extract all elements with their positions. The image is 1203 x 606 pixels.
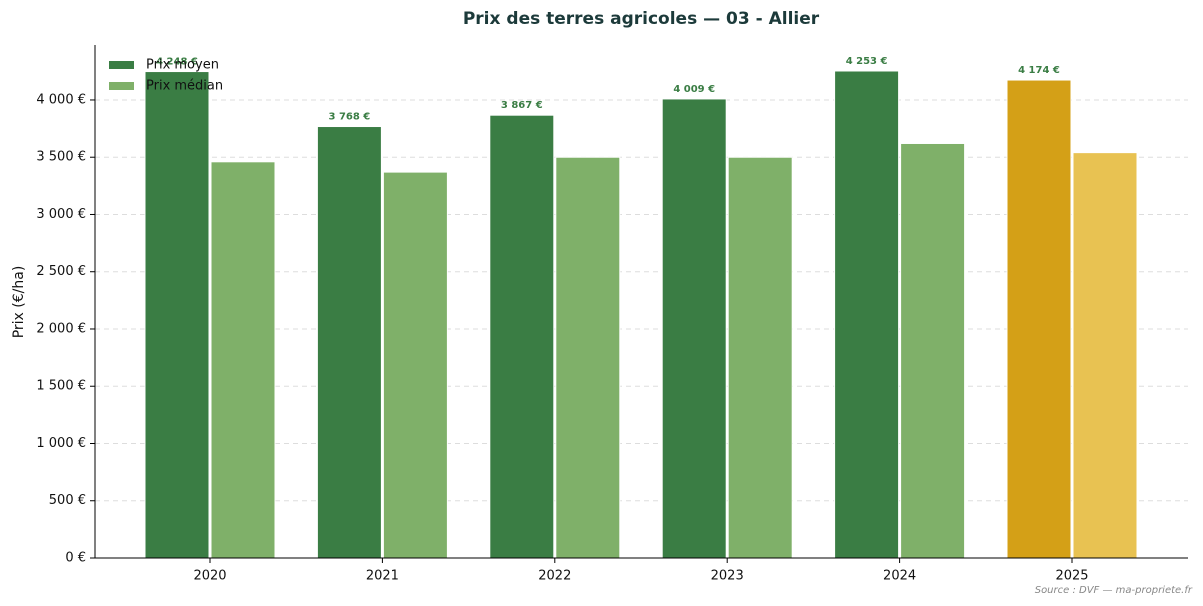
y-tick-label: 1 500 €	[36, 379, 86, 394]
bar	[900, 142, 966, 559]
x-tick-label: 2020	[193, 569, 226, 584]
bar	[834, 70, 900, 559]
bar	[555, 156, 621, 559]
value-label: 4 253 €	[846, 56, 888, 67]
x-tick-label: 2021	[366, 569, 399, 584]
bar	[661, 98, 727, 559]
y-tick-label: 500 €	[49, 493, 86, 508]
bar	[1006, 79, 1072, 559]
bar	[210, 161, 276, 559]
y-tick-label: 3 000 €	[36, 207, 86, 222]
y-tick-label: 1 000 €	[36, 436, 86, 451]
value-label: 3 867 €	[501, 100, 543, 111]
y-tick-label: 0 €	[65, 551, 86, 566]
x-tick-label: 2023	[711, 569, 744, 584]
bar	[382, 171, 448, 559]
bar	[144, 71, 210, 559]
y-tick-label: 4 000 €	[36, 92, 86, 107]
value-label: 4 174 €	[1018, 65, 1060, 76]
chart-title: Prix des terres agricoles — 03 - Allier	[463, 9, 820, 29]
bar	[727, 156, 793, 559]
source: Source : DVF — ma-propriete.fr	[1035, 585, 1193, 596]
bar	[316, 126, 382, 559]
legend-swatch	[109, 61, 134, 69]
y-tick-label: 2 500 €	[36, 264, 86, 279]
y-axis-label: Prix (€/ha)	[11, 266, 27, 339]
x-tick-label: 2024	[883, 569, 916, 584]
bar	[489, 114, 555, 559]
legend-label: Prix moyen	[146, 58, 219, 73]
y-tick-label: 2 000 €	[36, 321, 86, 336]
y-tick-label: 3 500 €	[36, 150, 86, 165]
value-label: 3 768 €	[329, 112, 371, 123]
legend-label: Prix médian	[146, 79, 223, 94]
bar	[1072, 152, 1138, 559]
value-label: 4 248 €	[156, 57, 198, 68]
x-tick-label: 2025	[1055, 569, 1088, 584]
x-tick-label: 2022	[538, 569, 571, 584]
legend-swatch	[109, 82, 134, 90]
value-label: 4 009 €	[673, 84, 715, 95]
